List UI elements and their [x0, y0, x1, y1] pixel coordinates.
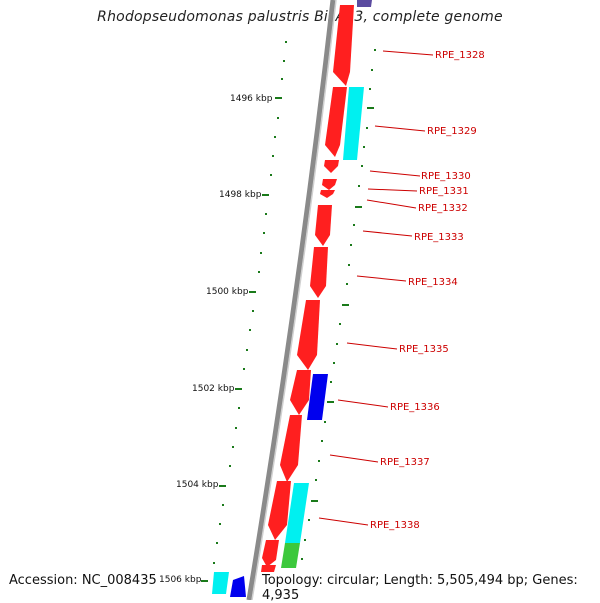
- forward-strand-genes: [261, 5, 354, 572]
- gene-label-RPE-1334: RPE_1334: [408, 277, 458, 288]
- gene-label-RPE-1338: RPE_1338: [370, 520, 420, 531]
- gene-RPE-1334: [310, 247, 328, 298]
- cds-feature-cyan-1: [343, 87, 364, 160]
- gene-label-RPE-1328: RPE_1328: [435, 50, 485, 61]
- cds-feature-blue-bottom: [230, 576, 246, 597]
- cds-feature-blue-1: [307, 374, 328, 420]
- cds-feature-cyan-2: [285, 483, 309, 543]
- map-title: Rhodopseudomonas palustris BisA53, compl…: [97, 9, 503, 25]
- gene-RPE-1338: [268, 481, 291, 540]
- scale-label-1504: 1504 kbp: [176, 480, 219, 490]
- cds-feature-purple: [357, 0, 372, 7]
- gene-RPE-1333: [315, 205, 332, 246]
- gene-label-RPE-1335: RPE_1335: [399, 344, 449, 355]
- genome-backbone-shadow: [251, 0, 337, 600]
- gene-RPE-1331: [322, 179, 337, 190]
- gene-RPE-1329: [325, 87, 347, 157]
- genome-summary: Topology: circular; Length: 5,505,494 bp…: [262, 573, 578, 603]
- gene-label-RPE-1329: RPE_1329: [427, 126, 477, 137]
- accession-label: Accession: NC_008435: [9, 573, 157, 588]
- inner-scale-ticks: [301, 49, 376, 560]
- gene-partial-bottom: [262, 540, 279, 567]
- gene-label-RPE-1337: RPE_1337: [380, 457, 430, 468]
- gene-RPE-1330: [324, 160, 339, 173]
- gene-label-RPE-1333: RPE_1333: [414, 232, 464, 243]
- cds-feature-green: [281, 543, 300, 568]
- scale-label-1506: 1506 kbp: [159, 575, 202, 585]
- cds-feature-cyan-bottom: [212, 572, 229, 594]
- gene-RPE-1328: [333, 5, 354, 86]
- scale-label-1500: 1500 kbp: [206, 287, 249, 297]
- gene-partial-edge: [261, 565, 276, 572]
- scale-label-1502: 1502 kbp: [192, 384, 235, 394]
- gene-RPE-1335: [297, 300, 320, 370]
- scale-label-1496: 1496 kbp: [230, 94, 273, 104]
- gene-RPE-1332: [320, 190, 335, 198]
- genome-backbone: [246, 0, 336, 600]
- gene-label-RPE-1331: RPE_1331: [419, 186, 469, 197]
- label-leader-lines: [318, 50, 434, 526]
- gene-label-RPE-1330: RPE_1330: [421, 171, 471, 182]
- scale-ticks: [201, 41, 287, 582]
- gene-label-RPE-1332: RPE_1332: [418, 203, 468, 214]
- gene-RPE-1336: [290, 370, 311, 415]
- gene-RPE-1337: [280, 415, 302, 482]
- scale-label-1498: 1498 kbp: [219, 190, 262, 200]
- gene-label-RPE-1336: RPE_1336: [390, 402, 440, 413]
